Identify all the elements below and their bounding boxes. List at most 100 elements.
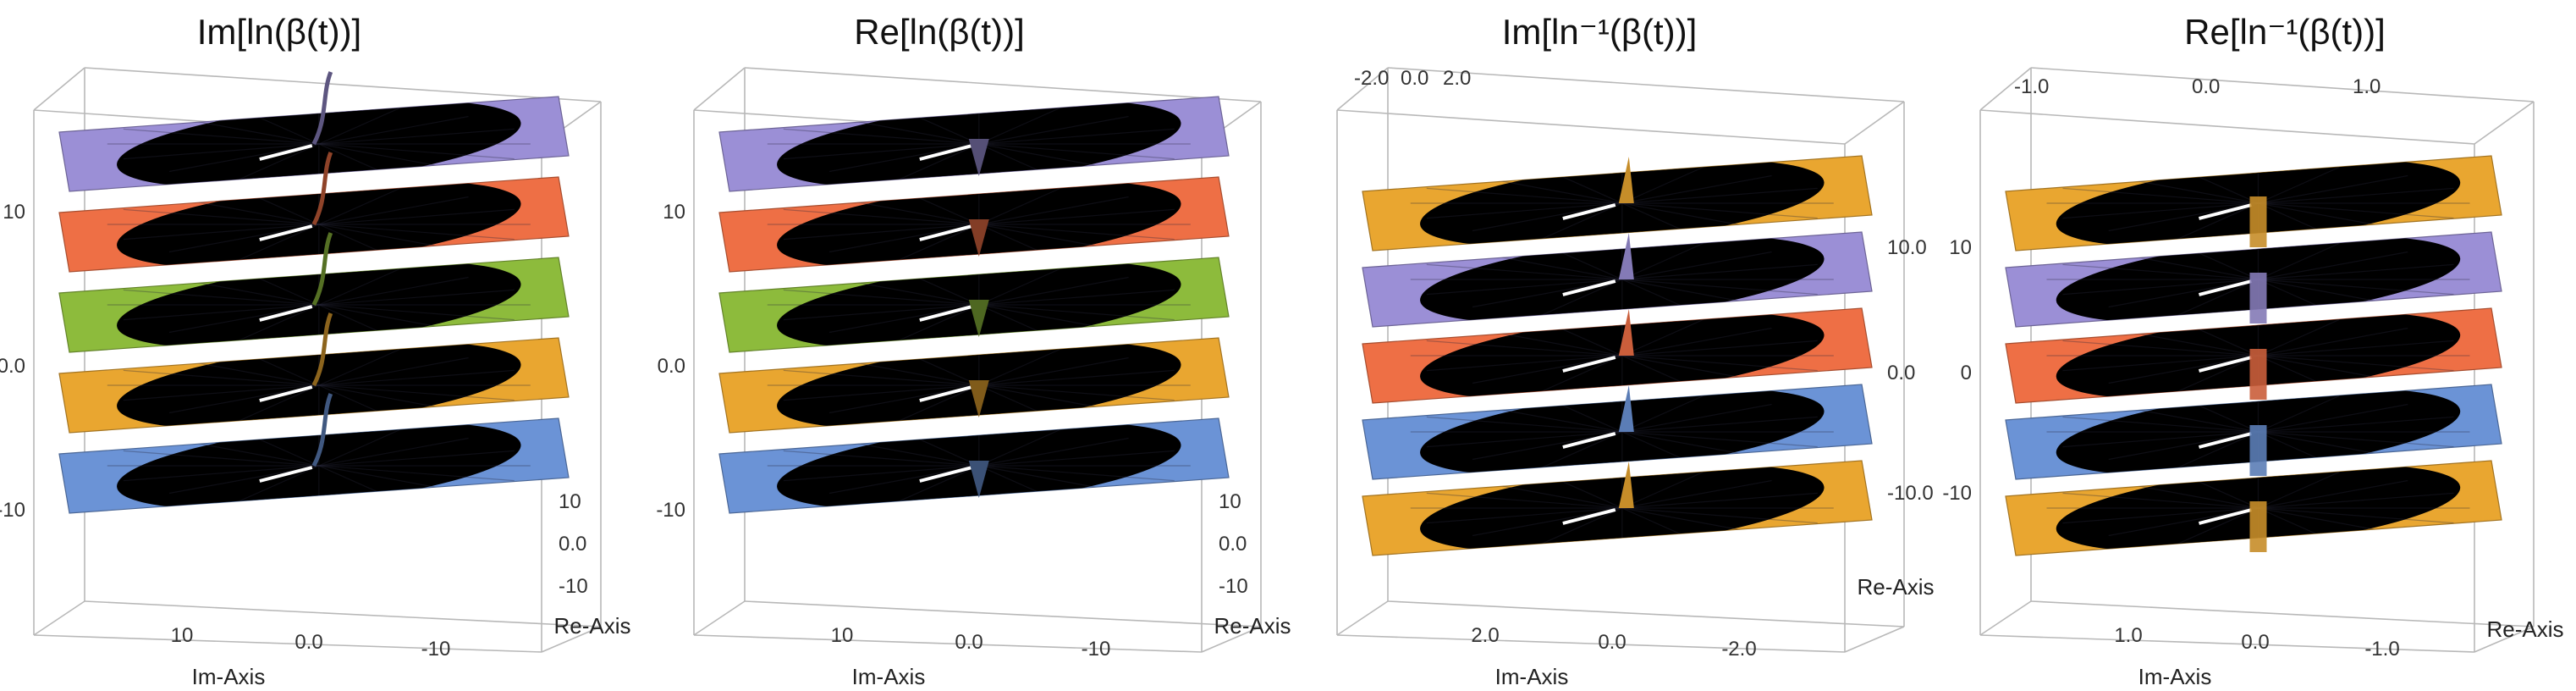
riemann-sheet-2	[2005, 231, 2502, 328]
panel-title: Re[ln⁻¹(β(t))]	[2184, 12, 2386, 52]
branch-cut	[1562, 432, 1616, 449]
vertical-tick-label: -10.0	[1887, 482, 1934, 505]
bottom-tick-label: -10	[421, 638, 451, 661]
riemann-sheet-3	[718, 257, 1230, 353]
panel-title: Re[ln(β(t))]	[854, 12, 1025, 52]
riemann-sheet-1	[1362, 155, 1873, 252]
polar-grid	[107, 100, 531, 188]
pole-spike	[1618, 157, 1634, 203]
vertical-tick-label: -10	[0, 499, 25, 522]
box-edge	[1844, 626, 1905, 653]
riemann-sheet-1	[718, 96, 1230, 192]
helicoid-ramp	[311, 393, 333, 467]
side-tick-label: -10	[559, 575, 588, 598]
branch-cut	[259, 305, 313, 322]
box-edge	[2474, 626, 2535, 653]
pole-spike	[1618, 385, 1634, 432]
riemann-sheet-1	[58, 71, 570, 192]
box-edge	[33, 67, 85, 111]
branch-cut	[919, 305, 973, 322]
box-edge	[2474, 101, 2535, 145]
side-tick-label: 0.0	[1219, 533, 1247, 556]
branch-cut	[1562, 508, 1616, 525]
branch-cut	[259, 385, 313, 402]
pole-spike	[1618, 233, 1634, 279]
branch-cut	[2198, 508, 2252, 525]
bottom-tick-label: -1.0	[2364, 638, 2399, 661]
riemann-sheet-2	[58, 152, 570, 273]
box-edge	[1844, 101, 1905, 145]
box-edge	[84, 600, 602, 627]
box-edge	[1336, 600, 1389, 636]
vertical-tick-label: 10	[663, 201, 685, 224]
re-axis-label: Re-Axis	[553, 613, 630, 638]
box-edge	[1387, 67, 1905, 102]
vertical-tick-label: 0.0	[0, 355, 25, 378]
box-edge	[33, 600, 85, 636]
re-axis-label: Re-Axis	[1214, 613, 1291, 638]
vertical-tick-label: 10	[1949, 236, 1972, 259]
branch-cut	[919, 224, 973, 241]
branch-cut	[2198, 432, 2252, 449]
pole-tube	[2249, 349, 2267, 400]
vertical-tick-label: 0	[1961, 362, 1972, 384]
top-tick-label: 0.0	[2192, 75, 2220, 98]
bottom-tick-label: 0.0	[294, 631, 322, 654]
riemann-sheet-2	[1362, 231, 1873, 328]
branch-cut	[919, 385, 973, 402]
box-edge	[2030, 67, 2535, 102]
bottom-tick-label: 0.0	[1598, 631, 1626, 654]
top-tick-label: 0.0	[1401, 67, 1428, 90]
branch-cut	[2198, 356, 2252, 373]
box-edge	[693, 634, 1203, 653]
vertical-tick-label: 0.0	[658, 355, 685, 378]
box-edge	[1201, 626, 1262, 653]
box-edge	[1387, 600, 1905, 627]
riemann-sheet-2	[718, 176, 1230, 273]
branch-cut	[2198, 279, 2252, 296]
im-axis-label: Im-Axis	[852, 664, 926, 689]
bottom-tick-label: 0.0	[955, 631, 983, 654]
polar-grid	[107, 422, 531, 510]
bottom-tick-label: 1.0	[2114, 624, 2142, 647]
vertical-tick-label: -10	[656, 499, 685, 522]
box-edge	[1979, 67, 2032, 111]
riemann-sheet-3	[1362, 307, 1873, 404]
box-edge	[33, 634, 542, 653]
bottom-tick-label: 10	[831, 624, 854, 647]
box-edge	[693, 67, 746, 111]
riemann-sheet-3	[2005, 307, 2502, 404]
im-axis-label: Im-Axis	[1495, 664, 1569, 689]
riemann-sheet-4	[2005, 384, 2502, 480]
bottom-tick-label: -2.0	[1721, 638, 1756, 661]
vertical-tick-label: 10.0	[1887, 236, 1927, 259]
bottom-tick-label: 10	[171, 624, 194, 647]
panel-4: Re[ln⁻¹(β(t))] 10 0 -10 -1.0 0.0 1.0 1.0 0.0 -1.0…	[1942, 12, 2563, 689]
helicoid-ramp	[311, 232, 333, 307]
branch-cut	[919, 144, 973, 161]
riemann-sheet-5	[58, 393, 570, 514]
riemann-sheet-5	[718, 417, 1230, 514]
top-tick-label: -1.0	[2014, 75, 2049, 98]
box-edge	[744, 600, 1262, 627]
vertical-tick-label: -10	[1942, 482, 1972, 505]
branch-cut	[1562, 279, 1616, 296]
log-funnel	[968, 219, 989, 257]
im-axis-label: Im-Axis	[192, 664, 266, 689]
box-edge	[541, 626, 602, 653]
bottom-tick-label: -10	[1082, 638, 1111, 661]
top-tick-label: -2.0	[1354, 67, 1389, 90]
riemann-sheet-5	[1362, 460, 1873, 556]
panel-2: Re[ln(β(t))] 10 0.0 -10 10 0.0 -10 10 0.0 -10 Im-A…	[656, 12, 1291, 689]
riemann-sheet-5	[2005, 460, 2502, 556]
riemann-sheet-3	[58, 232, 570, 353]
panel-1: Im[ln(β(t))] 10 0.0 -10 10 0.0 -10 10 0.0 -10 Im-A…	[0, 12, 631, 689]
bottom-tick-label: 0.0	[2241, 631, 2269, 654]
panel-title: Im[ln(β(t))]	[197, 12, 361, 52]
pole-tube	[2249, 273, 2267, 323]
side-tick-label: 10	[559, 490, 581, 513]
top-tick-label: 1.0	[2353, 75, 2381, 98]
box-edge	[1979, 109, 2475, 145]
log-funnel	[968, 461, 989, 498]
riemann-sheet-4	[1362, 384, 1873, 480]
